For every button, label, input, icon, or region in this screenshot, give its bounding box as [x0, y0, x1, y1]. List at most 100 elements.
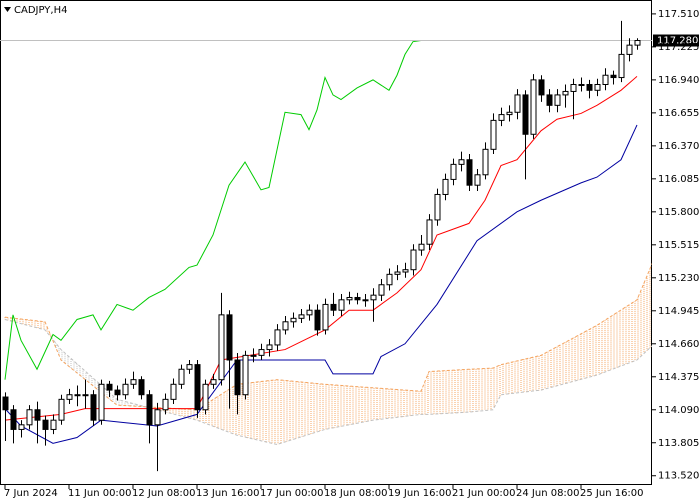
candle-body: [146, 394, 153, 426]
candle-body: [370, 294, 377, 301]
indicator-line: [4, 40, 422, 380]
candle-body: [138, 379, 145, 396]
x-tick-label: 18 Jun 08:00: [324, 488, 388, 499]
x-tick-label: 12 Jun 08:00: [132, 488, 196, 499]
candle-body: [330, 303, 337, 311]
y-tick-label: 114.660: [658, 339, 699, 350]
candle-body: [50, 419, 57, 430]
candle-body: [530, 79, 537, 135]
y-tick-label: 115.800: [658, 207, 699, 218]
candle-body: [418, 243, 425, 251]
y-tick-label: 115.230: [658, 273, 699, 284]
candle-body: [242, 354, 249, 396]
candle-body: [578, 83, 585, 86]
candle-body: [10, 409, 17, 430]
candle-body: [154, 409, 161, 426]
candle-body: [410, 249, 417, 271]
y-tick-label: 116.085: [658, 174, 699, 185]
candle-body: [562, 90, 569, 96]
indicator-lines: [4, 40, 638, 444]
x-tick-label: 17 Jun 00:00: [260, 488, 324, 499]
candle-body: [274, 329, 281, 346]
candle-body: [74, 394, 81, 397]
y-tick-label: 115.515: [658, 240, 699, 251]
last-price-label: 117.280: [657, 36, 698, 47]
candle-body: [186, 364, 193, 370]
candle-body: [602, 74, 609, 85]
last-price-box: [653, 34, 699, 47]
y-tick-label: 114.945: [658, 306, 699, 317]
candle-body: [402, 269, 409, 273]
candle-body: [338, 299, 345, 311]
candle-body: [98, 383, 105, 421]
x-tick-label: 21 Jun 00:00: [452, 488, 516, 499]
candle-body: [66, 394, 73, 400]
candle-body: [514, 94, 521, 113]
candle-body: [314, 309, 321, 331]
candle-body: [26, 409, 33, 426]
y-tick-label: 113.805: [658, 438, 699, 449]
x-tick-label: 25 Jun 16:00: [580, 488, 644, 499]
candle-body: [506, 111, 513, 116]
x-tick-label: 24 Jun 08:00: [516, 488, 580, 499]
price-line: 117.280: [0, 34, 699, 47]
candle-body: [282, 321, 289, 331]
x-tick-label: 11 Jun 00:00: [68, 488, 132, 499]
candle-body: [426, 219, 433, 245]
candle-body: [266, 344, 273, 351]
candle-body: [218, 314, 225, 381]
candle-body: [122, 383, 129, 396]
candle-body: [234, 359, 241, 396]
candle-body: [634, 40, 641, 46]
indicator-line: [4, 76, 638, 421]
candle-body: [90, 394, 97, 421]
candle-body: [490, 119, 497, 150]
candle-body: [394, 271, 401, 275]
candle-body: [34, 409, 41, 421]
candle-body: [322, 303, 329, 331]
axes: 117.510 117.225 116.940 116.655 116.370 116.0…: [4, 9, 699, 499]
cloud-span: [4, 262, 652, 411]
candle-body: [106, 383, 113, 391]
candle-body: [202, 383, 209, 411]
cloud: [4, 262, 652, 446]
candle-body: [538, 79, 545, 96]
candle-body: [346, 296, 353, 301]
y-tick-label: 114.375: [658, 372, 699, 383]
candle-body: [210, 379, 217, 385]
candle-body: [442, 178, 449, 195]
candle-body: [626, 44, 633, 55]
x-tick-label: 19 Jun 16:00: [388, 488, 452, 499]
candles: [2, 20, 641, 472]
candle-body: [586, 83, 593, 91]
candle-body: [250, 354, 257, 357]
candle-body: [466, 159, 473, 186]
candle-body: [194, 364, 201, 411]
y-tick-label: 116.940: [658, 75, 699, 86]
candle-body: [226, 314, 233, 361]
candle-body: [114, 389, 121, 396]
candle-body: [178, 368, 185, 385]
candle-body: [258, 349, 265, 356]
candle-body: [82, 394, 89, 397]
candle-body: [482, 148, 489, 176]
title-icon: [4, 7, 11, 12]
y-tick-label: 117.510: [658, 9, 699, 20]
candle-body: [354, 296, 361, 301]
candle-body: [162, 398, 169, 411]
candle-body: [522, 94, 529, 135]
chart-title: CADJPY,H4: [14, 5, 67, 16]
x-tick-label: 7 Jun 2024: [4, 488, 58, 499]
candle-body: [450, 163, 457, 180]
candle-body: [570, 83, 577, 92]
candle-body: [434, 193, 441, 221]
y-tick-label: 116.370: [658, 141, 699, 152]
indicator-line: [4, 124, 638, 444]
plot-frame: [0, 0, 652, 485]
candle-body: [18, 424, 25, 430]
candle-body: [130, 379, 137, 385]
candle-body: [594, 83, 601, 91]
candle-body: [298, 314, 305, 319]
candle-body: [362, 299, 369, 302]
